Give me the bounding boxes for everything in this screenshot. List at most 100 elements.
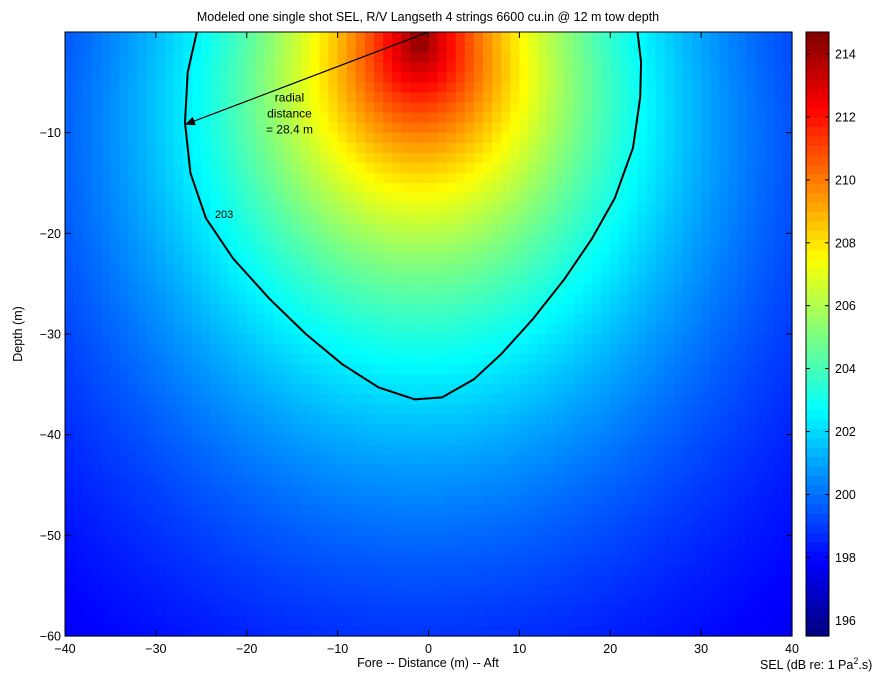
- heatmap-cell: [673, 384, 684, 395]
- heatmap-cell: [301, 233, 311, 244]
- heatmap-cell: [83, 464, 93, 476]
- heatmap-cell: [137, 615, 148, 627]
- heatmap-cell: [601, 464, 611, 476]
- heatmap-cell: [228, 162, 239, 174]
- heatmap-cell: [137, 172, 148, 184]
- heatmap-cell: [564, 565, 575, 577]
- colorbar-band: [806, 239, 829, 250]
- heatmap-cell: [728, 354, 739, 365]
- heatmap-cell: [601, 42, 611, 53]
- heatmap-cell: [192, 172, 202, 184]
- heatmap-cell: [246, 535, 257, 546]
- heatmap-cell: [510, 364, 520, 375]
- heatmap-cell: [592, 555, 602, 567]
- heatmap-cell: [373, 92, 384, 104]
- heatmap-cell: [537, 404, 548, 416]
- heatmap-cell: [464, 525, 475, 536]
- heatmap-cell: [437, 354, 448, 365]
- heatmap-cell: [328, 243, 339, 255]
- heatmap-cell: [246, 233, 257, 244]
- heatmap-cell: [519, 283, 530, 295]
- heatmap-cell: [410, 545, 421, 557]
- heatmap-cell: [246, 545, 257, 557]
- heatmap-cell: [628, 384, 639, 395]
- heatmap-cell: [355, 434, 366, 446]
- heatmap-cell: [83, 273, 93, 285]
- heatmap-cell: [319, 122, 330, 134]
- heatmap-cell: [537, 464, 548, 476]
- heatmap-cell: [619, 283, 630, 295]
- heatmap-cell: [537, 424, 548, 436]
- heatmap-cell: [74, 203, 84, 214]
- heatmap-cell: [255, 313, 266, 325]
- heatmap-cell: [128, 555, 139, 567]
- heatmap-cell: [464, 203, 475, 214]
- heatmap-cell: [83, 414, 93, 426]
- heatmap-cell: [401, 344, 411, 355]
- heatmap-cell: [83, 82, 93, 93]
- heatmap-cell: [264, 384, 275, 395]
- heatmap-cell: [746, 595, 757, 607]
- heatmap-cell: [419, 32, 430, 43]
- heatmap-cell: [110, 183, 121, 194]
- heatmap-cell: [155, 454, 166, 466]
- heatmap-cell: [573, 42, 584, 53]
- heatmap-cell: [464, 404, 475, 416]
- heatmap-cell: [682, 102, 693, 114]
- heatmap-cell: [146, 454, 157, 466]
- heatmap-cell: [355, 485, 366, 496]
- heatmap-cell: [264, 555, 275, 567]
- heatmap-cell: [619, 293, 630, 305]
- colorbar-tick-label: 200: [835, 488, 856, 502]
- heatmap-cell: [373, 162, 384, 174]
- heatmap-cell: [137, 323, 148, 335]
- heatmap-cell: [546, 142, 557, 154]
- heatmap-cell: [755, 273, 766, 285]
- heatmap-cell: [373, 354, 384, 365]
- heatmap-cell: [546, 102, 557, 114]
- heatmap-cell: [701, 233, 711, 244]
- heatmap-cell: [101, 354, 112, 365]
- heatmap-cell: [119, 273, 130, 285]
- heatmap-cell: [419, 545, 430, 557]
- heatmap-cell: [228, 92, 239, 104]
- heatmap-cell: [228, 605, 239, 617]
- heatmap-cell: [373, 585, 384, 597]
- heatmap-cell: [746, 434, 757, 446]
- heatmap-cell: [746, 575, 757, 587]
- heatmap-cell: [337, 152, 348, 164]
- heatmap-cell: [174, 615, 184, 627]
- heatmap-cell: [710, 555, 720, 567]
- heatmap-cell: [419, 394, 430, 406]
- heatmap-cell: [773, 152, 784, 164]
- heatmap-cell: [110, 525, 121, 536]
- heatmap-cell: [183, 364, 193, 375]
- heatmap-cell: [346, 394, 357, 406]
- heatmap-cell: [737, 82, 748, 93]
- heatmap-cell: [328, 605, 339, 617]
- heatmap-cell: [346, 293, 357, 305]
- heatmap-cell: [746, 585, 757, 597]
- heatmap-cell: [564, 394, 575, 406]
- heatmap-cell: [764, 414, 775, 426]
- heatmap-cell: [428, 424, 439, 436]
- heatmap-cell: [746, 424, 757, 436]
- heatmap-cell: [719, 293, 729, 305]
- heatmap-cell: [592, 414, 602, 426]
- heatmap-cell: [119, 444, 130, 456]
- heatmap-cell: [610, 303, 620, 315]
- heatmap-cell: [773, 615, 784, 627]
- heatmap-cell: [728, 42, 739, 53]
- heatmap-cell: [274, 535, 284, 546]
- heatmap-cell: [646, 52, 657, 63]
- heatmap-cell: [146, 183, 157, 194]
- heatmap-cell: [301, 122, 311, 134]
- heatmap-cell: [319, 414, 330, 426]
- heatmap-cell: [201, 62, 211, 73]
- heatmap-cell: [146, 142, 157, 154]
- heatmap-cell: [464, 545, 475, 557]
- heatmap-cell: [719, 162, 729, 174]
- heatmap-cell: [264, 193, 275, 204]
- heatmap-cell: [192, 454, 202, 466]
- heatmap-cell: [155, 323, 166, 335]
